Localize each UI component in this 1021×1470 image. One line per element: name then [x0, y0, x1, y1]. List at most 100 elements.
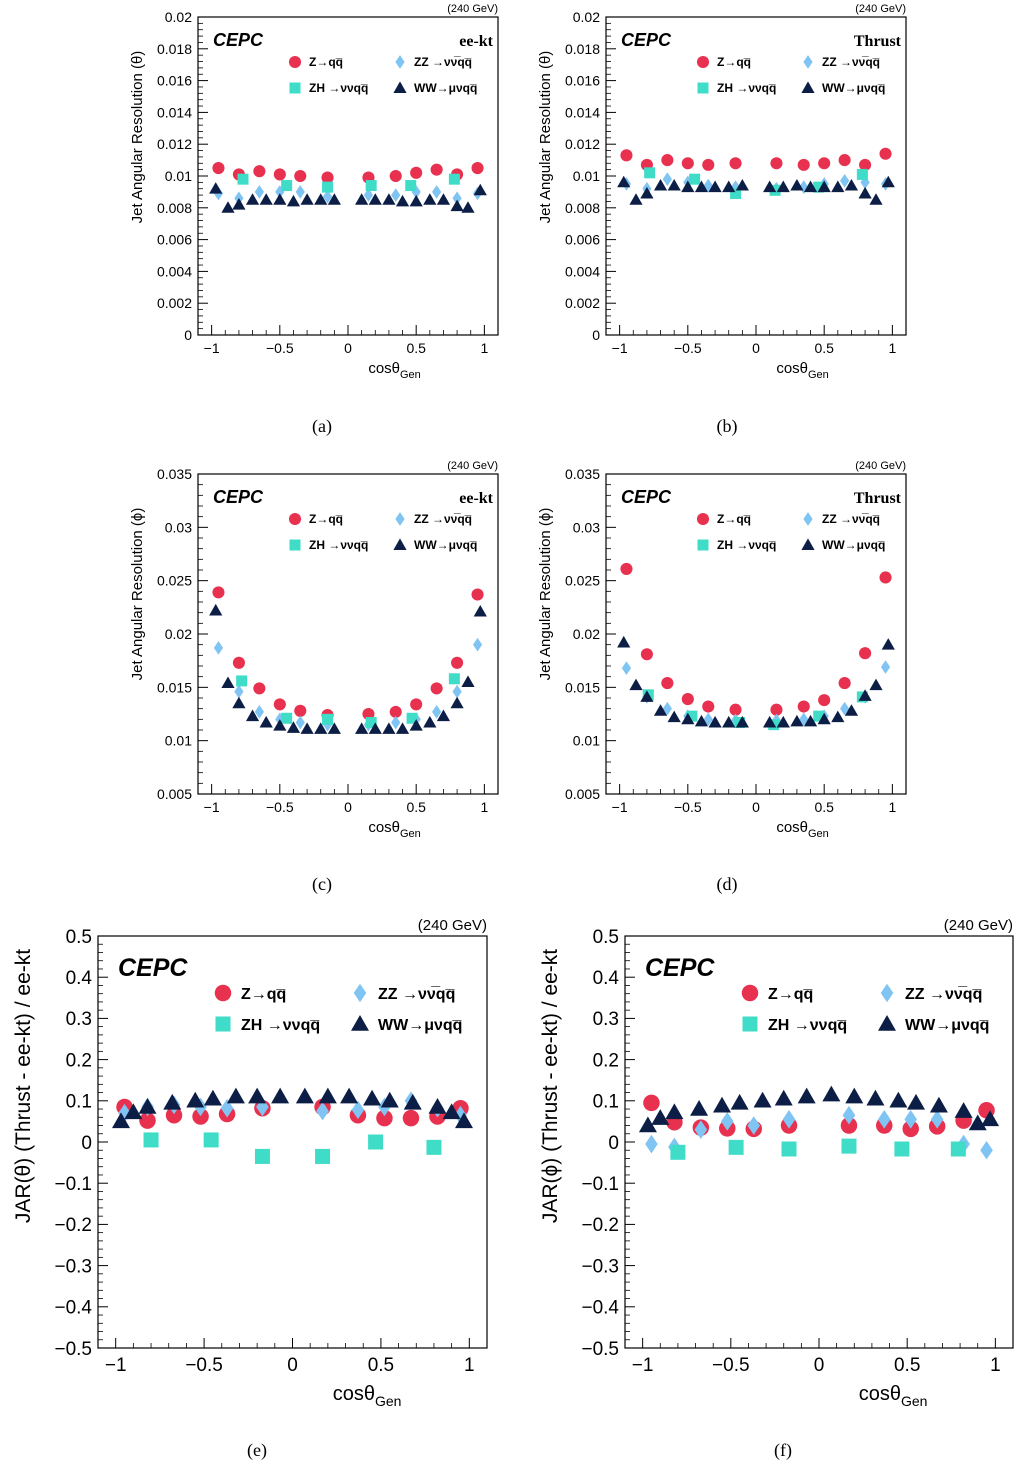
- energy-label: (240 GeV): [855, 3, 906, 15]
- data-point-zz: [220, 1098, 234, 1118]
- data-point-zz: [452, 191, 462, 206]
- y-tick-label: 0.5: [593, 927, 619, 948]
- data-point-ww: [981, 1110, 1000, 1127]
- y-tick-label: 0.018: [157, 41, 192, 57]
- y-tick-label: 0.025: [565, 573, 600, 589]
- data-point-zqq: [797, 158, 810, 171]
- legend-marker-zz: [803, 55, 813, 69]
- energy-label: (240 GeV): [855, 460, 906, 472]
- legend-label-zh: ZH →ννqq̅: [241, 1017, 320, 1034]
- y-tick-label: 0.1: [66, 1092, 92, 1113]
- data-point-zqq: [729, 703, 742, 716]
- data-point-ww: [722, 180, 736, 193]
- data-point-ww: [954, 1102, 973, 1118]
- y-tick-label: −0.5: [54, 1339, 92, 1360]
- data-point-zqq: [902, 1120, 919, 1138]
- data-point-ww: [461, 675, 475, 687]
- data-point-ww: [844, 178, 859, 191]
- legend-label-zh: ZH →ννqq̅: [309, 81, 368, 95]
- legend-marker-zqq: [288, 55, 302, 69]
- data-point-zh: [813, 710, 825, 722]
- data-point-ww: [845, 1087, 864, 1104]
- data-point-zz: [452, 684, 462, 699]
- data-point-ww: [473, 605, 487, 617]
- data-point-zh: [644, 167, 656, 179]
- y-tick-label: 0: [81, 1133, 92, 1154]
- data-point-zz: [840, 701, 850, 716]
- data-point-zh: [448, 673, 460, 685]
- y-tick-label: 0.005: [157, 786, 192, 802]
- data-point-ww: [314, 193, 328, 205]
- y-tick-label: 0.012: [565, 136, 600, 152]
- data-point-ww: [866, 1089, 885, 1106]
- legend-marker-zqq: [214, 984, 232, 1002]
- algorithm-label: Thrust: [854, 490, 902, 507]
- cepc-brand: CEPC: [213, 30, 264, 50]
- data-point-zqq: [770, 157, 783, 170]
- y-tick-label: 0.4: [593, 968, 620, 989]
- legend-label-zqq: Z→qq̅: [241, 986, 286, 1003]
- data-point-ww: [273, 193, 287, 205]
- x-tick-label: −1: [105, 1355, 127, 1376]
- x-tick-label: 0.5: [368, 1355, 394, 1376]
- data-point-zz: [930, 1110, 944, 1129]
- data-point-zqq: [702, 700, 715, 713]
- data-point-zh: [322, 713, 334, 725]
- data-point-zh: [689, 173, 701, 185]
- data-point-zh: [841, 1138, 857, 1154]
- x-tick-label: 0: [752, 340, 760, 356]
- y-tick-label: 0.015: [157, 679, 192, 695]
- data-point-ww: [314, 722, 328, 734]
- data-point-ww: [355, 722, 369, 734]
- data-point-ww: [271, 1087, 290, 1104]
- legend-marker-zqq: [288, 512, 302, 526]
- data-point-ww: [209, 182, 223, 194]
- data-point-ww: [803, 714, 818, 727]
- data-point-zqq: [232, 656, 245, 669]
- legend-marker-zz: [880, 983, 894, 1003]
- x-axis-label: cosθ: [776, 819, 808, 836]
- data-point-zz: [799, 712, 809, 727]
- y-tick-label: 0.01: [165, 168, 192, 184]
- x-tick-label: −0.5: [674, 799, 702, 815]
- data-point-zqq: [620, 562, 633, 575]
- algorithm-label: ee-kt: [459, 490, 493, 507]
- data-point-ww: [889, 1091, 908, 1108]
- panel-caption: (f): [774, 1440, 792, 1461]
- data-point-ww: [442, 1103, 461, 1120]
- data-point-zz: [295, 185, 305, 199]
- data-point-ww: [428, 1097, 447, 1114]
- legend-label-ww: WW→μνqq̅: [378, 1017, 462, 1034]
- data-point-ww: [831, 710, 845, 723]
- data-point-zz: [645, 1134, 658, 1154]
- legend-marker-ww: [393, 81, 407, 93]
- data-point-zqq: [273, 168, 286, 181]
- data-point-zh: [781, 1141, 797, 1157]
- panel-caption: (d): [717, 874, 738, 895]
- y-tick-label: 0: [592, 327, 600, 343]
- x-axis-label: cosθ: [776, 360, 808, 377]
- data-point-zqq: [212, 162, 225, 175]
- legend-marker-ww: [351, 1015, 369, 1031]
- y-tick-label: 0: [608, 1133, 619, 1154]
- data-point-ww: [640, 186, 654, 199]
- data-point-zz: [703, 712, 713, 727]
- chart-panel-f: −0.5 −0.4 −0.3 −0.2 −0.1 0 0.1 0.2 0.3 0.4 0.5 −1 −0…: [539, 917, 1014, 1461]
- data-point-zqq: [840, 1117, 858, 1134]
- data-point-ww: [209, 603, 223, 616]
- legend-label-zqq: Z→qq̅: [717, 512, 751, 526]
- data-point-zqq: [729, 157, 742, 170]
- y-tick-label: −0.3: [581, 1256, 619, 1277]
- y-tick-label: 0.4: [66, 968, 93, 989]
- data-point-ww: [461, 201, 475, 213]
- data-point-zh: [670, 1144, 686, 1160]
- panel-caption: (c): [312, 874, 332, 895]
- data-point-ww: [286, 194, 301, 207]
- y-axis-label: Jet Angular Resolution (ϕ): [129, 508, 146, 681]
- x-tick-label: 1: [480, 340, 488, 356]
- data-point-zz: [254, 705, 264, 719]
- data-point-ww: [640, 690, 654, 702]
- data-point-ww: [368, 722, 382, 734]
- data-point-zqq: [389, 705, 402, 718]
- y-axis-label: JAR(θ) (Thrust - ee-kt) / ee-kt: [12, 949, 35, 1223]
